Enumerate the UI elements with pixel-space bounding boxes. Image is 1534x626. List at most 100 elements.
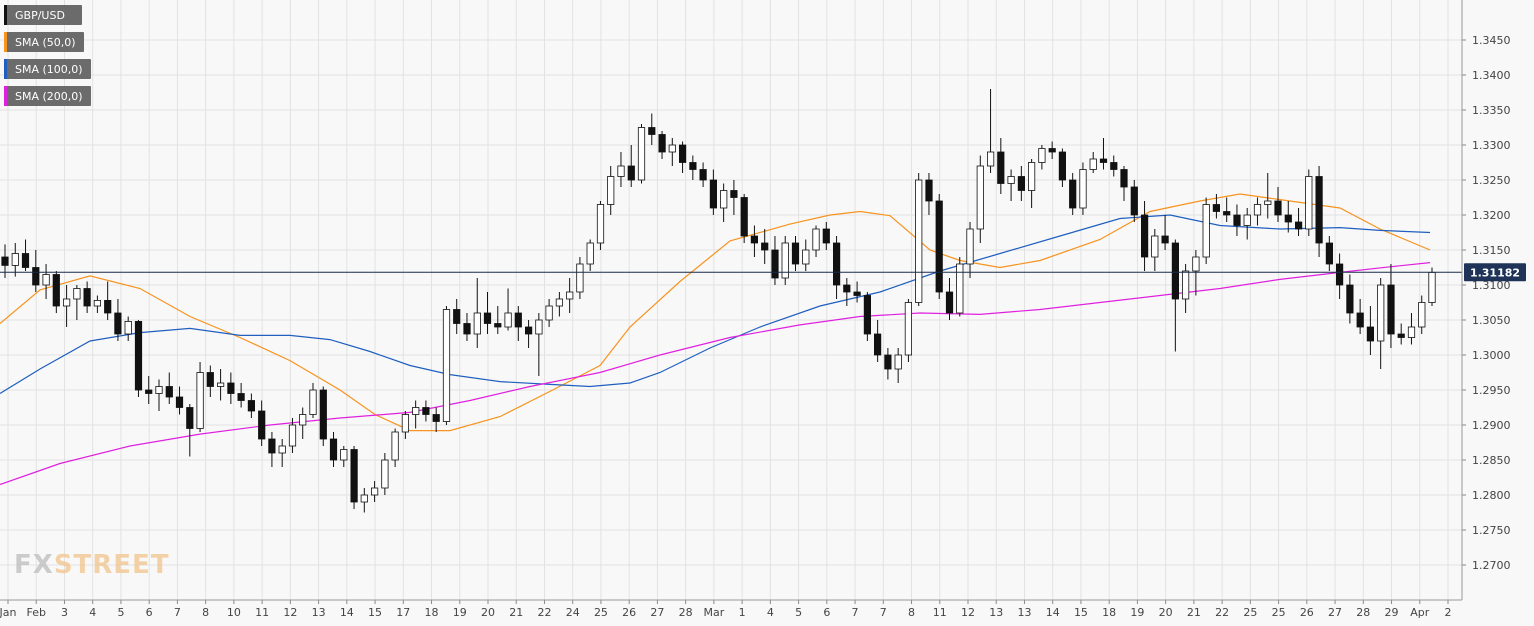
x-tick-label: 11 — [255, 606, 269, 619]
last-price-label: 1.31182 — [1470, 266, 1520, 279]
candle-body-up — [401, 414, 410, 433]
candle-body-down — [1110, 162, 1118, 170]
x-tick-label: Mar — [703, 606, 724, 619]
candle-body-down — [104, 299, 112, 314]
candles — [1, 89, 1436, 513]
candle — [812, 225, 820, 257]
candle-body-up — [812, 228, 820, 251]
candle — [1017, 166, 1026, 201]
candle-body-down — [227, 382, 235, 394]
candle-body-up — [956, 263, 964, 314]
sma100-line — [0, 214, 1431, 395]
candle-body-down — [863, 295, 872, 335]
candle-body-up — [1253, 204, 1262, 216]
last-price-marker: 1.31182 — [0, 263, 1526, 282]
candle — [1223, 197, 1231, 222]
x-tick-label: 15 — [1074, 606, 1088, 619]
legend-label: SMA (100,0) — [15, 62, 83, 76]
legend-swatch — [4, 32, 7, 52]
candle-body-down — [935, 200, 943, 293]
x-tick-label: 4 — [767, 606, 774, 619]
candle — [442, 306, 451, 425]
x-tick-label: 18 — [425, 606, 439, 619]
candle — [145, 376, 153, 404]
candle-body-down — [1141, 214, 1149, 258]
candle-body-down — [453, 309, 461, 324]
candle — [987, 89, 995, 173]
candle — [42, 264, 50, 299]
candle-body-down — [658, 134, 666, 153]
candle — [1007, 169, 1015, 201]
x-tick-label: 25 — [594, 606, 608, 619]
x-tick-label: 13 — [989, 606, 1003, 619]
x-tick-label: 15 — [368, 606, 382, 619]
candle — [1243, 208, 1251, 240]
candle-body-up — [1264, 200, 1272, 205]
candle — [11, 243, 19, 277]
candle — [997, 138, 1005, 194]
candle-body-up — [216, 382, 225, 387]
legend-item-sma100[interactable]: SMA (100,0) — [4, 59, 91, 79]
candle — [874, 320, 882, 362]
candle — [894, 348, 902, 383]
candle — [124, 316, 132, 341]
y-tick-label: 1.3350 — [1472, 104, 1511, 117]
candle — [555, 292, 564, 317]
legend-item-sma50[interactable]: SMA (50,0) — [4, 32, 84, 52]
candle — [504, 288, 512, 331]
candle-body-up — [442, 309, 451, 422]
candle — [771, 236, 779, 285]
candle — [976, 155, 984, 243]
legend-label: GBP/USD — [15, 8, 65, 22]
candle — [566, 278, 574, 313]
candle-body-down — [740, 197, 748, 237]
candle-body-down — [422, 407, 430, 415]
candle — [525, 320, 533, 348]
candle-body-down — [432, 414, 440, 422]
candle — [1161, 215, 1169, 250]
candle-body-up — [1202, 204, 1210, 258]
candle — [1171, 239, 1179, 352]
candle — [63, 285, 71, 327]
candle — [175, 386, 184, 415]
candle — [463, 313, 471, 341]
candle-body-up — [576, 263, 584, 293]
candle-body-down — [648, 127, 656, 135]
candle — [822, 222, 830, 250]
candle — [299, 407, 307, 439]
y-tick-label: 1.2700 — [1472, 559, 1511, 572]
x-tick-label: 20 — [1159, 606, 1173, 619]
candle-body-down — [32, 267, 40, 286]
candle — [1110, 155, 1118, 177]
candle-body-up — [63, 298, 71, 307]
legend-item-sma200[interactable]: SMA (200,0) — [4, 86, 91, 106]
candle — [1202, 197, 1210, 264]
candle — [966, 222, 974, 278]
candle — [1305, 169, 1313, 236]
candle — [483, 292, 492, 334]
candle — [720, 183, 728, 222]
candle — [833, 236, 841, 299]
x-tick-label: 4 — [89, 606, 96, 619]
candle — [1264, 173, 1272, 219]
x-tick-label: 6 — [823, 606, 830, 619]
candle-body-down — [1346, 284, 1354, 314]
candle — [1284, 201, 1292, 233]
legend-item-gbpusd[interactable]: GBP/USD — [4, 5, 82, 25]
candle-body-down — [627, 165, 635, 181]
candle — [268, 432, 276, 467]
x-tick-label: 13 — [312, 606, 326, 619]
candle — [596, 201, 605, 250]
candle — [658, 131, 666, 159]
candle-body-down — [1120, 169, 1128, 188]
candle-body-up — [1418, 302, 1426, 328]
plot-background — [0, 0, 1462, 600]
candle-body-down — [247, 400, 255, 412]
candle — [1336, 253, 1344, 299]
candle — [1079, 162, 1087, 215]
candle-body-up — [360, 494, 368, 503]
candle-body-up — [309, 389, 317, 415]
candle-body-down — [945, 291, 954, 314]
candle-body-down — [1284, 214, 1292, 223]
axes: 1.3450 1.3400 1.3350 1.3300 1.3250 1.3200 1.31… — [0, 0, 1511, 619]
